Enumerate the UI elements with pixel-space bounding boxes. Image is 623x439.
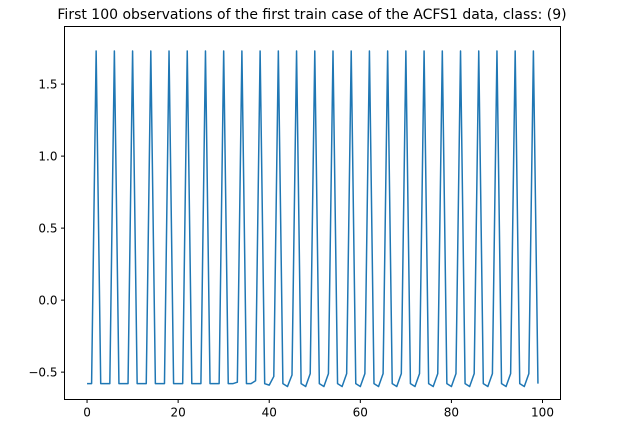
y-tick-label: 1.5: [38, 78, 57, 92]
y-tick-label: 0.0: [38, 294, 57, 308]
x-tick-label: 20: [170, 406, 185, 420]
y-tick-label: −0.5: [28, 366, 57, 380]
x-tick-label: 40: [262, 406, 277, 420]
y-tick-label: 0.5: [38, 222, 57, 236]
x-tick-label: 100: [531, 406, 554, 420]
y-tick-label: 1.0: [38, 150, 57, 164]
x-tick-label: 0: [83, 406, 91, 420]
series-line: [87, 50, 539, 388]
axes-frame: [64, 26, 561, 400]
chart-title: First 100 observations of the first trai…: [57, 7, 566, 23]
x-tick-label: 80: [444, 406, 459, 420]
x-tick-label: 60: [353, 406, 368, 420]
